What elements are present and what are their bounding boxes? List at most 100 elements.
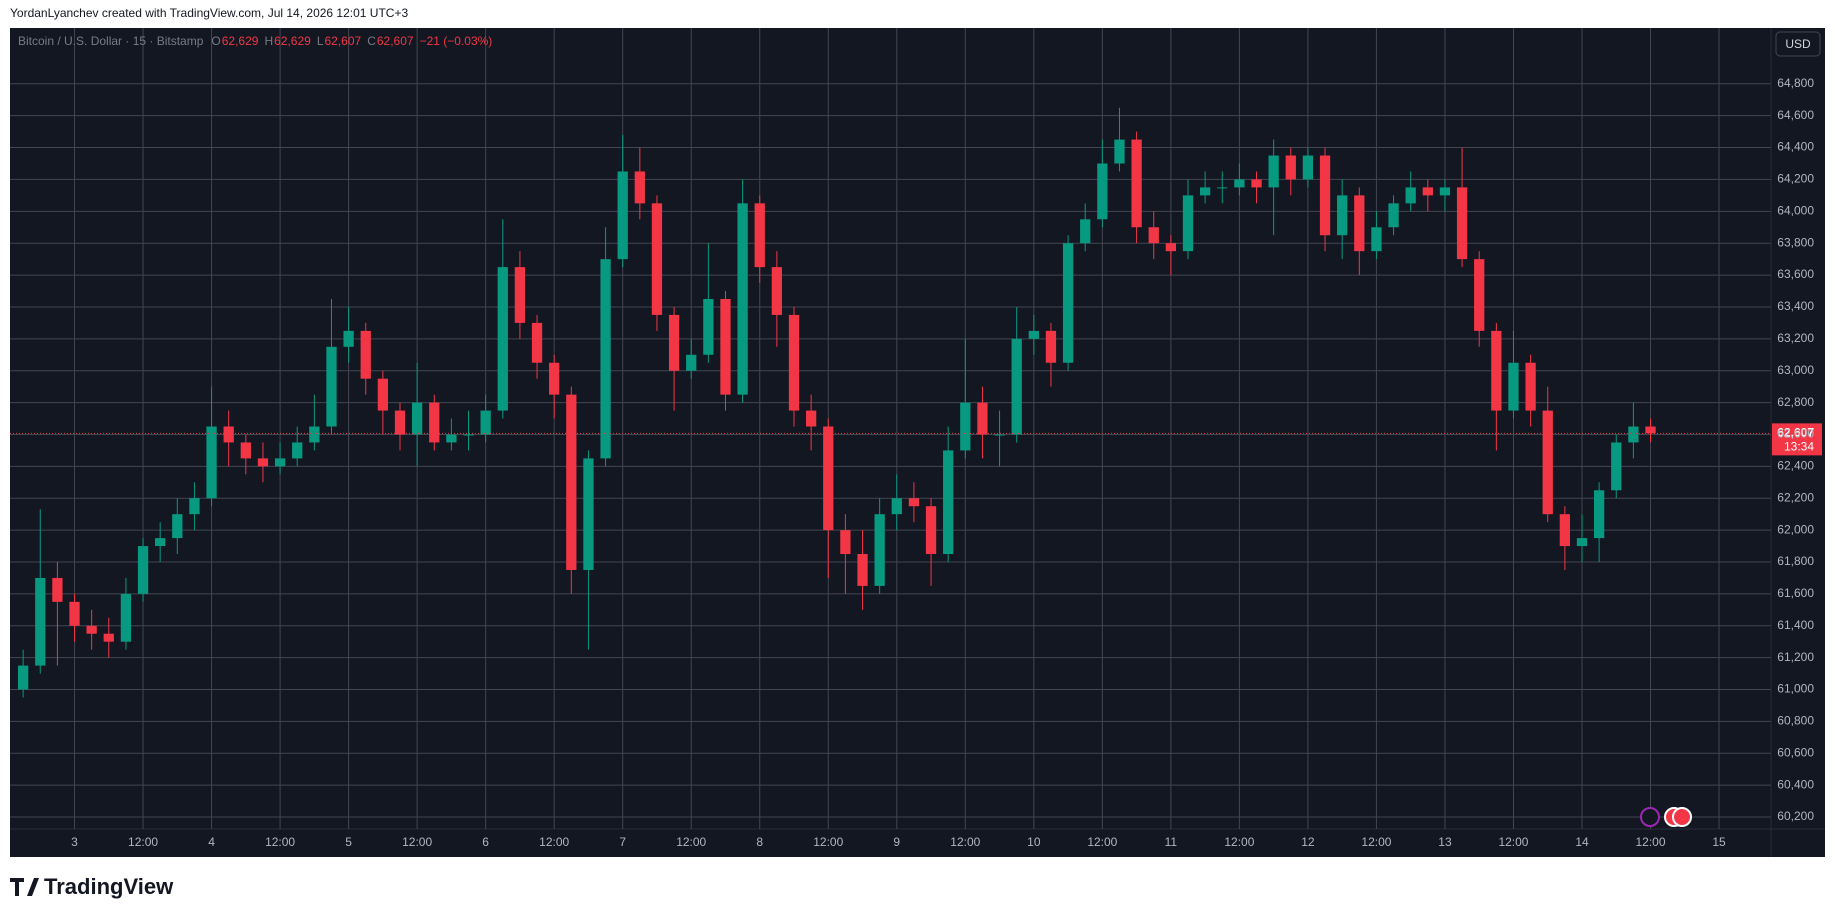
candle-body: [1045, 330, 1057, 363]
candle-body: [411, 402, 423, 435]
candle-body: [309, 426, 320, 443]
candle-body: [583, 458, 594, 570]
candle-body: [1491, 330, 1502, 411]
ohlc-key: C: [367, 34, 376, 48]
candle-body: [1234, 179, 1245, 188]
candle-body: [634, 171, 645, 204]
y-tick-label: 63,400: [1777, 299, 1814, 313]
x-tick-label: 15: [1712, 835, 1726, 849]
candle-body: [514, 267, 526, 323]
candle-body: [52, 577, 63, 602]
last-price-label: 62,607: [1777, 426, 1814, 440]
candle-body: [1251, 179, 1262, 188]
x-tick-label: 12:00: [128, 835, 158, 849]
currency-button[interactable]: [1775, 31, 1821, 57]
candle-body: [292, 442, 303, 459]
x-tick-label: 12:00: [1361, 835, 1391, 849]
candle-body: [480, 410, 491, 435]
candle-body: [1131, 139, 1142, 228]
x-tick-label: 8: [756, 835, 763, 849]
candle-body: [17, 665, 29, 690]
y-tick-label: 63,600: [1777, 267, 1814, 281]
ohlc-value: 62,607: [325, 34, 362, 48]
x-tick-label: 12:00: [1636, 835, 1666, 849]
x-tick-label: 9: [893, 835, 900, 849]
y-tick-label: 61,800: [1777, 554, 1814, 568]
x-tick-label: 12:00: [1087, 835, 1117, 849]
y-tick-label: 60,800: [1777, 714, 1814, 728]
candle-body: [35, 577, 46, 666]
candle-body: [686, 354, 697, 371]
candle-body: [1508, 362, 1519, 411]
chart-background: [10, 28, 1825, 857]
x-tick-label: 13: [1438, 835, 1452, 849]
candle-body: [360, 330, 371, 379]
x-tick-label: 12:00: [1224, 835, 1254, 849]
y-tick-label: 60,400: [1777, 777, 1814, 791]
currency-label[interactable]: USD: [1785, 37, 1811, 51]
candle-body: [857, 554, 868, 586]
event-icon[interactable]: [1640, 807, 1660, 827]
x-tick-label: 12:00: [402, 835, 432, 849]
last-price-box: [1772, 423, 1822, 456]
candle-body: [1268, 155, 1279, 188]
y-tick-label: 60,200: [1777, 809, 1814, 823]
candle-body: [720, 298, 731, 395]
candle-body: [549, 362, 560, 395]
x-tick-label: 12:00: [1498, 835, 1528, 849]
candle-body: [668, 314, 680, 371]
candle-body: [805, 410, 817, 427]
x-tick-label: 12:00: [539, 835, 569, 849]
candle-body: [463, 434, 474, 436]
countdown-label: 13:34: [1784, 440, 1814, 454]
candle-body: [651, 203, 663, 315]
event-icon[interactable]: [1672, 807, 1692, 827]
y-tick-label: 61,400: [1777, 618, 1814, 632]
y-tick-label: 64,800: [1777, 76, 1814, 90]
candle-body: [840, 530, 851, 555]
candle-body: [1217, 187, 1228, 189]
symbol-title: Bitcoin / U.S. Dollar · 15 · Bitstamp: [18, 34, 204, 48]
candle-body: [69, 601, 80, 626]
candle-body: [137, 546, 149, 594]
candle-body: [120, 593, 132, 642]
change-value: −21 (−0.03%): [420, 34, 493, 48]
ohlc-legend: O 62,629 H 62,629 L 62,607 C 62,607 −21 (−0.03%): [211, 34, 492, 48]
y-tick-label: 63,000: [1777, 363, 1814, 377]
y-tick-label: 64,200: [1777, 172, 1814, 186]
candle-body: [1388, 203, 1399, 228]
candle-body: [754, 203, 765, 268]
candle-body: [600, 259, 611, 459]
x-tick-label: 5: [345, 835, 352, 849]
candle-body: [891, 498, 902, 515]
candle-body: [1405, 187, 1416, 204]
y-tick-label: 60,600: [1777, 745, 1814, 759]
candle-body: [86, 625, 97, 634]
candle-body: [429, 402, 440, 443]
candle-body: [155, 538, 166, 547]
candle-body: [1593, 490, 1605, 539]
ohlc-key: H: [264, 34, 273, 48]
candle-body: [206, 426, 217, 499]
candle-body: [1182, 195, 1194, 252]
candle-body: [925, 506, 937, 555]
candle-body: [531, 322, 543, 363]
candle-body: [1525, 362, 1536, 411]
event-icons: [1640, 807, 1692, 827]
candle-body: [1148, 227, 1159, 244]
x-tick-label: 12:00: [676, 835, 706, 849]
y-tick-label: 64,600: [1777, 108, 1814, 122]
candle-body: [1354, 195, 1365, 252]
x-tick-label: 12: [1301, 835, 1315, 849]
ohlc-key: O: [211, 34, 220, 48]
candle-body: [617, 171, 628, 260]
candle-body: [1611, 442, 1622, 491]
logo: TradingView: [10, 874, 174, 899]
candle-body: [1456, 187, 1468, 260]
candle-body: [1337, 195, 1348, 236]
candle-body: [1628, 426, 1639, 443]
candle-body: [1422, 187, 1433, 196]
y-tick-label: 63,200: [1777, 331, 1814, 345]
